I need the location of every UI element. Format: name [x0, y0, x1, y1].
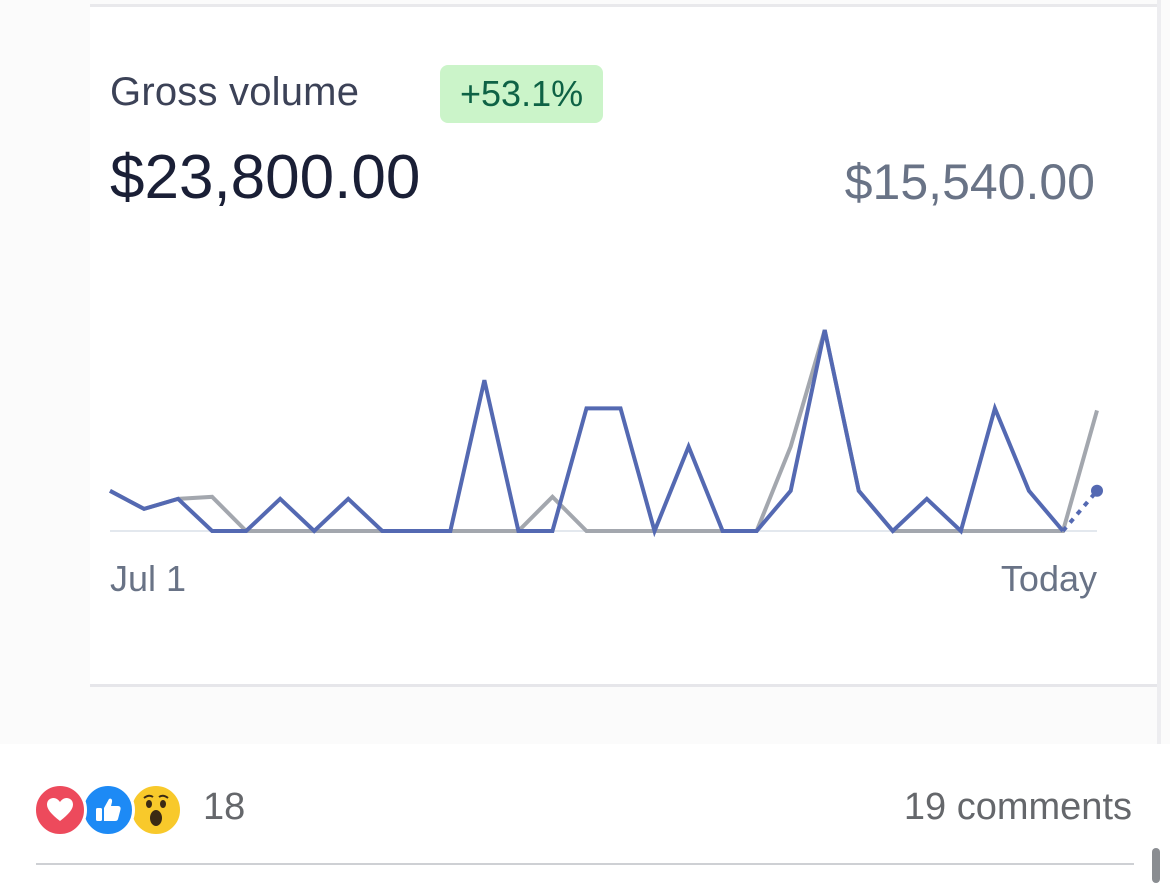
current-period-pending-segment: [1061, 489, 1099, 533]
current-period-line: [109, 329, 1065, 538]
gross-volume-chart: [109, 329, 1103, 538]
reaction-icons[interactable]: [33, 783, 183, 837]
scrollbar-thumb[interactable]: [1152, 848, 1160, 883]
current-total: $23,800.00: [110, 143, 421, 212]
x-axis-end-label: Today: [1000, 558, 1097, 599]
metric-title: Gross volume: [110, 70, 360, 114]
card-bottom-border: [90, 684, 1157, 687]
today-point: [1091, 484, 1103, 497]
gross-volume-card: [90, 7, 1157, 684]
change-badge: +53.1%: [440, 65, 604, 123]
x-axis-start-label: Jul 1: [110, 558, 187, 599]
previous-total: $15,540.00: [844, 154, 1095, 210]
card-top-border: [90, 4, 1157, 7]
footer-divider: [36, 863, 1134, 865]
reaction-count[interactable]: 18: [203, 786, 246, 828]
love-icon: [33, 783, 87, 837]
comments-count-link[interactable]: 19 comments: [903, 786, 1132, 828]
like-icon: [81, 783, 135, 837]
card-right-border: [1157, 0, 1161, 744]
wow-icon: [129, 783, 183, 837]
previous-period-line: [109, 329, 1099, 533]
